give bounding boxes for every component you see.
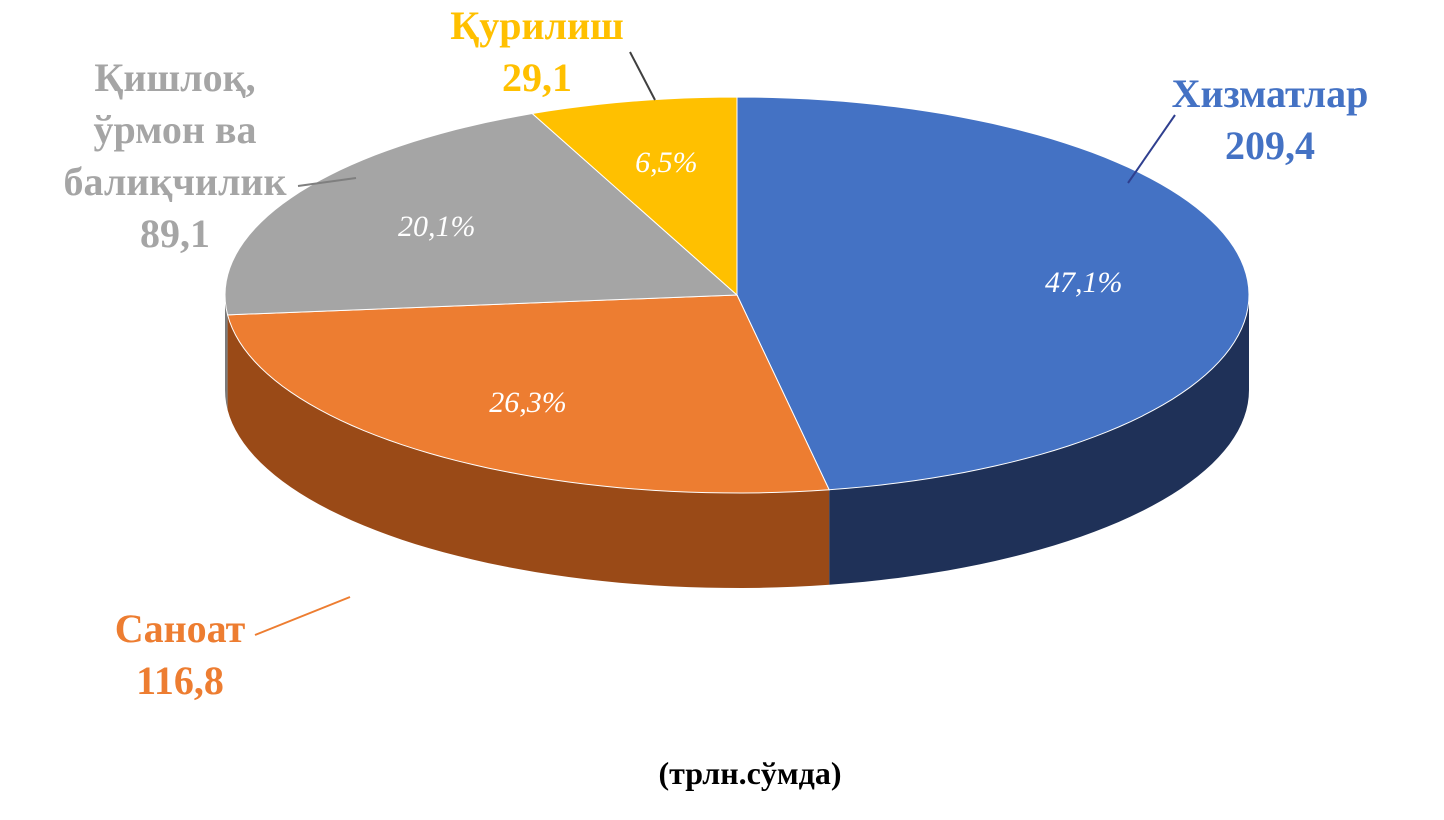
slice-side	[225, 295, 228, 410]
category-label: Саноат	[114, 606, 246, 651]
slice	[531, 96, 738, 297]
percent-label: 20,1%	[398, 209, 476, 243]
leader-line	[254, 596, 351, 636]
percent-label: 26,3%	[489, 385, 567, 419]
percent-label: 47,1%	[1044, 265, 1123, 299]
slice-side	[227, 314, 830, 588]
category-label: Қишлоқ, ўрмон ва балиқчилик	[63, 55, 287, 204]
slice-side	[829, 295, 1249, 585]
value-label: 116,8	[136, 658, 224, 703]
value-label: 29,1	[502, 55, 572, 100]
slice	[224, 112, 739, 316]
leader-line	[1127, 114, 1176, 184]
subtitle: (трлн.сўмда)	[658, 755, 842, 791]
value-label: 89,1	[140, 211, 210, 256]
category-label: Хизматлар	[1171, 71, 1369, 116]
slice	[226, 294, 830, 494]
slice	[736, 96, 1250, 491]
leader-line	[629, 51, 656, 101]
category-label: Қурилиш	[450, 3, 624, 48]
leader-line	[297, 177, 357, 187]
value-label: 209,4	[1225, 123, 1315, 168]
percent-label: 6,5%	[635, 146, 698, 180]
